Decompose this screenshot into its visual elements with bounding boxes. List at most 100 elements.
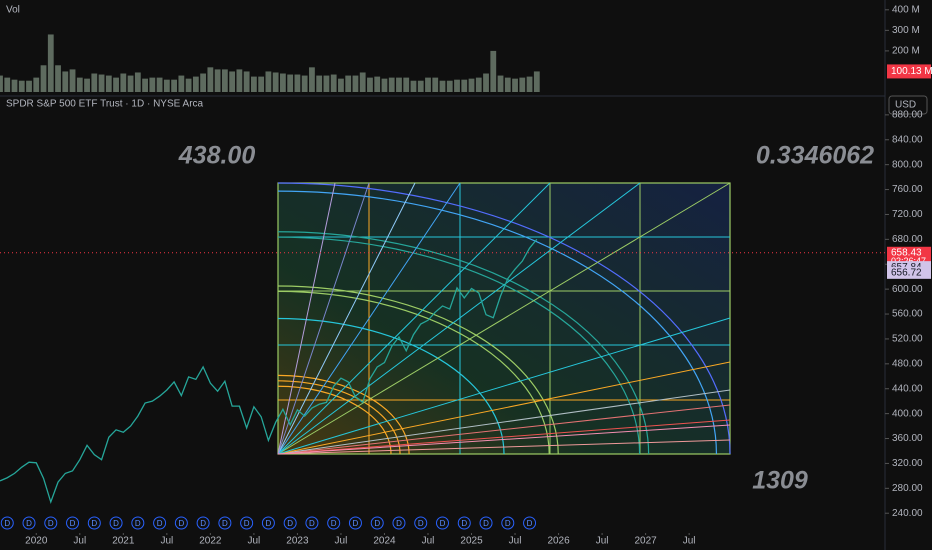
y-tick-label: 200 M: [892, 46, 920, 57]
volume-bar: [468, 78, 475, 92]
dividend-label: D: [48, 519, 54, 528]
dividend-marker: [87, 516, 101, 530]
volume-bar: [287, 74, 294, 92]
volume-bar: [475, 77, 482, 92]
price-tag: [887, 246, 931, 259]
dividend-marker: [414, 516, 428, 530]
dividend-label: D: [287, 519, 293, 528]
x-tick-label: 2022: [199, 536, 222, 547]
dividend-label: D: [527, 519, 533, 528]
currency: USD: [895, 100, 916, 111]
dividend-label: D: [200, 519, 206, 528]
volume-bar: [446, 80, 453, 92]
dividend-label: D: [331, 519, 337, 528]
current-volume-label: 100.13 M: [891, 66, 932, 77]
x-tick-label: 2026: [547, 536, 570, 547]
gann-fan: [277, 439, 731, 455]
x-tick-label: Jul: [73, 536, 86, 547]
gann-fan: [277, 424, 731, 455]
volume-bar: [345, 75, 352, 92]
volume-bar: [338, 78, 344, 92]
dividend-marker: [501, 516, 515, 530]
dividend-marker: [436, 516, 449, 530]
dividend-marker: [523, 516, 537, 530]
x-tick-label: 2024: [373, 536, 396, 547]
volume-bar: [417, 80, 424, 92]
dividend-label: D: [461, 519, 467, 528]
y-tick-label: 400 M: [892, 4, 920, 15]
volume-bar: [62, 71, 69, 92]
volume-bar: [323, 75, 330, 92]
volume-bar: [134, 72, 141, 92]
volume-bar: [178, 75, 185, 92]
dividend-marker: [479, 516, 493, 530]
volume-bar: [432, 77, 439, 92]
currency-button[interactable]: [888, 95, 928, 115]
annotation: 1309: [752, 467, 808, 495]
volume-bar: [185, 78, 192, 92]
gann-fan: [277, 182, 370, 455]
dividend-marker: [348, 516, 362, 530]
y-tick-label: 520.00: [892, 334, 923, 345]
volume-bar: [294, 74, 301, 92]
volume-bar: [40, 65, 47, 92]
x-tick-label: Jul: [335, 536, 348, 547]
volume-bar: [214, 69, 221, 92]
volume-bar: [526, 76, 533, 92]
dividend-marker: [109, 516, 123, 530]
y-tick-label: 680.00: [892, 234, 923, 245]
dividend-label: D: [483, 519, 489, 528]
volume-bar: [425, 77, 431, 92]
dividend-label: D: [91, 519, 97, 528]
dividend-label: D: [135, 519, 141, 528]
volume-bar: [265, 71, 272, 92]
volume-bar: [0, 75, 3, 92]
current-volume-tag: [887, 64, 931, 79]
volume-bar: [533, 71, 540, 92]
volume-bar: [280, 73, 286, 92]
dividend-label: D: [222, 519, 228, 528]
volume-bar: [192, 76, 199, 92]
y-tick-label: 360.00: [892, 433, 923, 444]
volume-bar: [250, 76, 257, 92]
volume-bar: [519, 77, 526, 92]
dividend-marker: [153, 516, 167, 530]
dividend-label: D: [396, 519, 402, 528]
gann-box: [277, 182, 731, 455]
y-tick-label: 760.00: [892, 184, 923, 195]
price-tag-label: 656.72: [891, 267, 922, 278]
volume-bar: [461, 79, 468, 92]
volume-bar: [120, 73, 127, 92]
dividend-marker: [457, 516, 471, 530]
y-tick-label: 400.00: [892, 408, 923, 419]
volume-bar: [127, 75, 134, 92]
volume-bar: [221, 69, 228, 92]
dividend-label: D: [309, 519, 315, 528]
gann-fan: [277, 182, 641, 455]
volume-bar: [55, 65, 61, 92]
y-tick-label: 840.00: [892, 134, 923, 145]
volume-bar: [388, 77, 395, 92]
volume-label: Vol: [6, 5, 20, 16]
dividend-marker: [261, 516, 275, 530]
volume-bar: [11, 79, 18, 92]
volume-bar: [454, 79, 460, 92]
dividend-label: D: [4, 519, 10, 528]
volume-bar: [483, 73, 489, 92]
y-tick-label: 560.00: [892, 309, 923, 320]
volume-bar: [98, 74, 105, 92]
volume-bar: [171, 79, 177, 92]
volume-bar: [4, 77, 11, 92]
volume-bar: [490, 50, 497, 92]
dividend-label: D: [157, 519, 163, 528]
gann-fan: [277, 361, 731, 455]
volume-bar: [142, 78, 148, 92]
x-tick-label: Jul: [596, 536, 609, 547]
price-tag-label: 658.43: [891, 247, 922, 258]
dividend-label: D: [266, 519, 272, 528]
volume-bar: [105, 75, 112, 92]
price-line: [0, 238, 538, 505]
volume-bar: [309, 67, 315, 92]
volume-bar: [47, 34, 54, 92]
